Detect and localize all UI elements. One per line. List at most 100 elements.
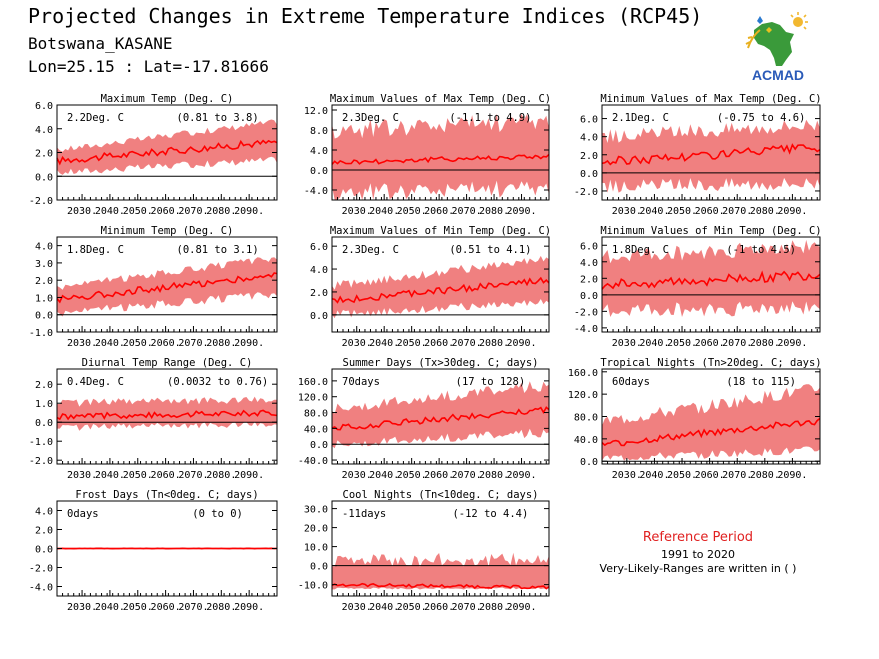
chart-panel-3: 6.0 4.0 2.0 0.0 -2.0 2030.2040.2050.2060.2070…	[574, 93, 822, 217]
range-note: Very-Likely-Ranges are written in ( )	[599, 562, 797, 575]
y-tick-label: -2.0	[29, 564, 53, 575]
x-tick-label: 2050.	[397, 206, 427, 217]
y-tick-label: -4.0	[574, 324, 598, 335]
y-tick-label: 0.0	[35, 311, 53, 322]
x-tick-label: 2060.	[151, 338, 181, 349]
x-tick-label: 2030.	[67, 470, 97, 481]
panel-title: Minimum Temp (Deg. C)	[101, 225, 234, 237]
chart-panel-5: 6.0 4.0 2.0 0.0 2030.2040.2050.2060.2070.208…	[310, 225, 551, 349]
chart-panel-4: 4.03.02.01.00.0-1.02030.2040.2050.2060.2…	[29, 225, 278, 349]
x-tick-label: 2080.	[206, 602, 236, 613]
x-tick-label: 2040.	[95, 338, 125, 349]
chart-panel-6: 6.0 4.0 2.0 0.0 -2.0 -4.0 2030.2040.2050.2060.…	[574, 225, 822, 349]
y-tick-label: -2.0	[574, 187, 598, 198]
chart-panel-11: 30.0 20.0 10.0 0.0 -10.0 2030.2040.2050.2060.…	[298, 489, 550, 613]
x-tick-label: 2090.	[777, 470, 807, 481]
y-tick-label: 0.0	[580, 457, 598, 468]
ensemble-mean-line	[601, 270, 821, 290]
chart-panel-10: 4.0 2.0 0.0 -2.0 -4.0 2030.2040.2050.2060.207…	[29, 489, 278, 613]
uncertainty-band	[332, 381, 549, 449]
x-tick-label: 2040.	[369, 470, 399, 481]
panel-likely-range: (0.51 to 4.1)	[449, 244, 531, 256]
x-tick-label: 2050.	[397, 338, 427, 349]
y-tick-label: -10.0	[298, 581, 328, 592]
x-tick-label: 2080.	[750, 338, 780, 349]
plot-frame	[56, 368, 278, 465]
y-tick-label: -40.0	[298, 456, 328, 467]
panel-title: Cool Nights (Tn<10deg. C; days)	[343, 489, 539, 501]
y-tick-label: 160.0	[298, 377, 328, 388]
uncertainty-band	[57, 257, 277, 317]
x-tick-label: 2060.	[695, 470, 725, 481]
panel-likely-range: (-1 to 4.5)	[726, 244, 796, 256]
panel-likely-range: (-0.75 to 4.6)	[717, 112, 806, 124]
panel-likely-range: (-12 to 4.4)	[452, 508, 528, 520]
x-tick-label: 2080.	[750, 206, 780, 217]
y-tick-label: 10.0	[304, 543, 328, 554]
y-tick-label: 0.0	[35, 545, 53, 556]
x-tick-label: 2030.	[342, 338, 372, 349]
y-tick-label: 160.0	[568, 368, 598, 379]
chart-panel-9: 160.0 120.0 80.0 40.0 0.0 2030.2040.2050.2060…	[568, 357, 822, 481]
ensemble-mean-line	[601, 417, 821, 447]
station-name: Botswana_KASANE	[28, 34, 173, 53]
panel-title: Maximum Values of Min Temp (Deg. C)	[330, 225, 551, 237]
uncertainty-band	[57, 119, 277, 175]
y-tick-label: 2.0	[35, 149, 53, 160]
x-tick-label: 2040.	[95, 470, 125, 481]
y-tick-label: 80.0	[304, 409, 328, 420]
uncertainty-band	[602, 384, 820, 461]
x-tick-label: 2070.	[452, 602, 482, 613]
station-coordinates: Lon=25.15 : Lat=-17.81666	[28, 57, 269, 76]
ensemble-mean-line	[331, 406, 550, 431]
x-tick-label: 2040.	[95, 602, 125, 613]
panel-title: Maximum Values of Max Temp (Deg. C)	[330, 93, 551, 105]
x-tick-label: 2070.	[178, 206, 208, 217]
x-tick-label: 2090.	[777, 206, 807, 217]
panel-title: Diurnal Temp Range (Deg. C)	[82, 357, 253, 369]
y-tick-label: -1.0	[29, 328, 53, 339]
plot-frame	[331, 236, 550, 333]
y-tick-label: 120.0	[298, 393, 328, 404]
x-tick-label: 2030.	[67, 206, 97, 217]
panel-mean-change: 2.1Deg. C	[612, 112, 669, 124]
y-tick-label: 1.0	[35, 293, 53, 304]
x-tick-label: 2080.	[206, 470, 236, 481]
x-tick-label: 2080.	[206, 338, 236, 349]
panel-title: Maximum Temp (Deg. C)	[101, 93, 234, 105]
y-tick-label: -4.0	[29, 583, 53, 594]
panel-likely-range: (0 to 0)	[192, 508, 243, 520]
y-tick-label: 120.0	[568, 390, 598, 401]
y-tick-label: 2.0	[580, 274, 598, 285]
y-tick-label: -2.0	[574, 307, 598, 318]
y-tick-label: -4.0	[304, 186, 328, 197]
y-tick-label: 0.0	[310, 440, 328, 451]
x-tick-label: 2070.	[722, 338, 752, 349]
y-tick-label: 0.0	[580, 169, 598, 180]
y-tick-label: 0.0	[310, 166, 328, 177]
x-tick-label: 2060.	[424, 602, 454, 613]
y-tick-label: 3.0	[35, 259, 53, 270]
y-tick-label: 20.0	[304, 524, 328, 535]
plot-frame	[331, 368, 550, 465]
x-tick-label: 2050.	[397, 602, 427, 613]
y-tick-label: 0.0	[580, 291, 598, 302]
x-tick-label: 2030.	[342, 602, 372, 613]
ensemble-mean-line	[56, 272, 278, 304]
ensemble-mean-line	[601, 143, 821, 166]
x-tick-label: 2070.	[452, 206, 482, 217]
panel-title: Minimum Values of Min Temp (Deg. C)	[600, 225, 821, 237]
panel-likely-range: (0.0032 to 0.76)	[167, 376, 268, 388]
y-tick-label: 2.0	[35, 380, 53, 391]
uncertainty-band	[332, 255, 549, 319]
reference-period-years: 1991 to 2020	[660, 548, 736, 561]
ensemble-mean-line	[331, 582, 550, 590]
plot-frame	[331, 104, 550, 201]
y-tick-label: -2.0	[29, 196, 53, 207]
x-tick-label: 2090.	[506, 338, 536, 349]
panel-mean-change: 1.8Deg. C	[612, 244, 669, 256]
acmad-logo: ACMAD	[745, 12, 808, 83]
x-tick-label: 2070.	[722, 206, 752, 217]
y-tick-label: 30.0	[304, 505, 328, 516]
